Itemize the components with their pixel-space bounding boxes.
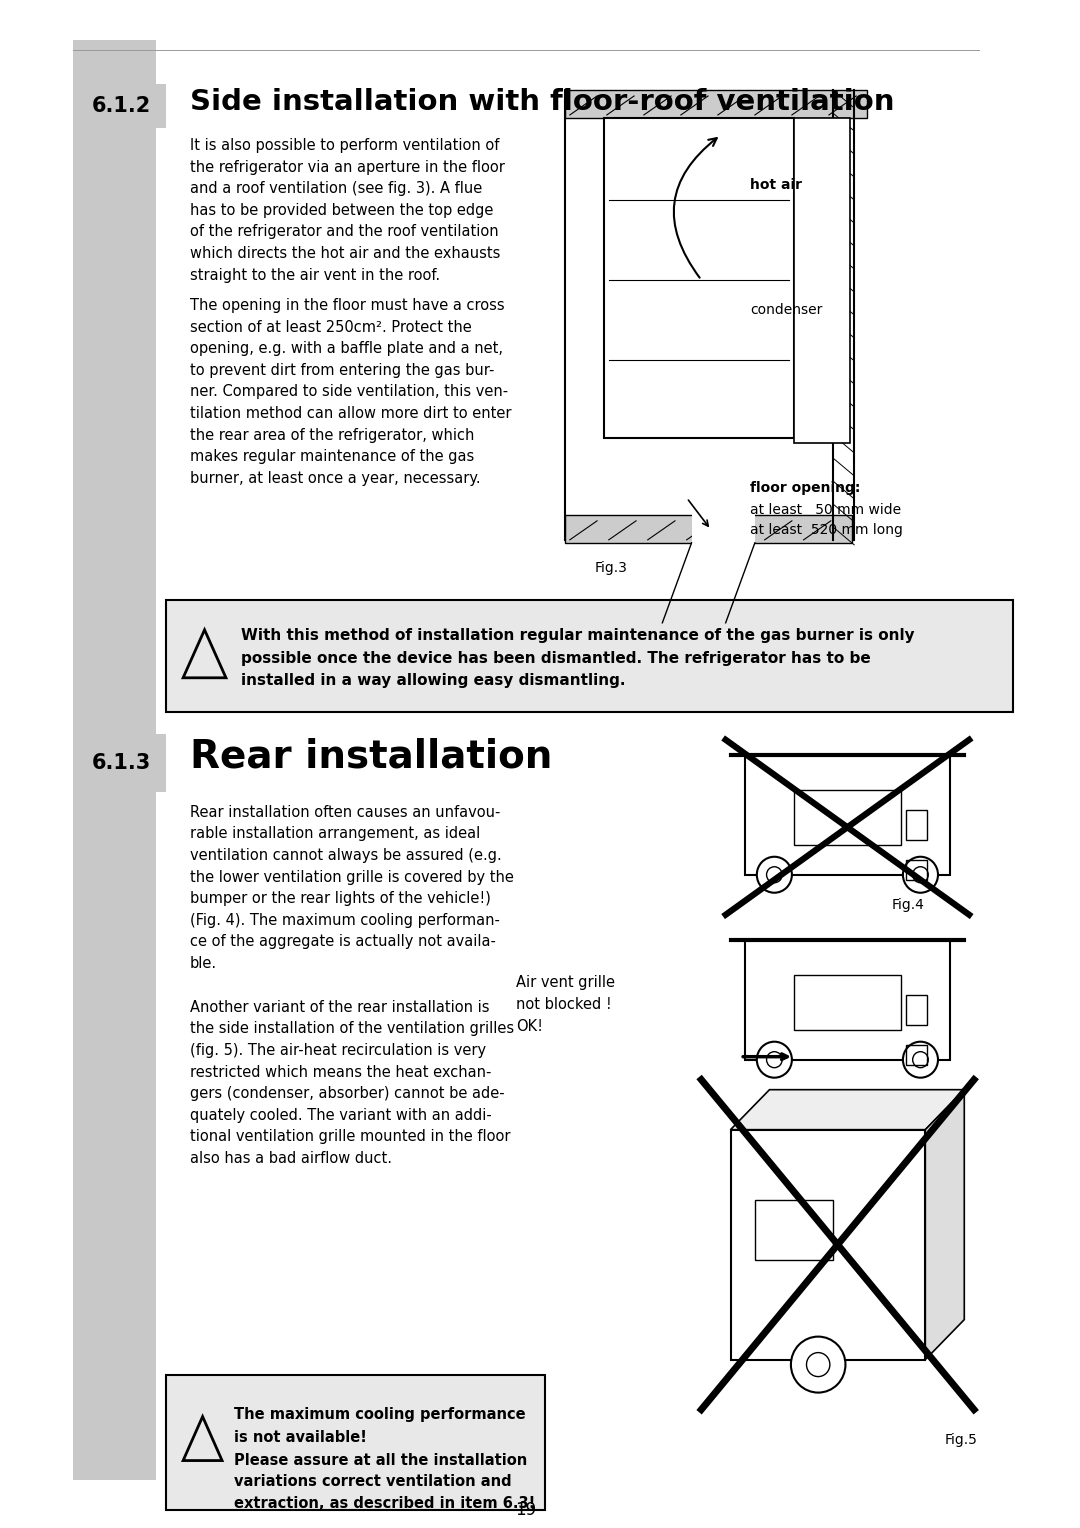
Text: Side installation with floor-roof ventilation: Side installation with floor-roof ventil… [190, 89, 894, 116]
Text: 6.1.3: 6.1.3 [92, 753, 151, 773]
FancyArrowPatch shape [674, 138, 717, 278]
Bar [565, 90, 867, 118]
Bar [794, 975, 901, 1030]
Text: Rear installation often causes an unfavou-
rable installation arrangement, as id: Rear installation often causes an unfavo… [190, 805, 514, 970]
Text: Another variant of the rear installation is
the side installation of the ventila: Another variant of the rear installation… [190, 999, 514, 1166]
Bar [906, 1045, 928, 1065]
Text: 19: 19 [515, 1500, 537, 1519]
Text: Fig.5: Fig.5 [945, 1433, 977, 1447]
Text: condenser: condenser [750, 303, 822, 316]
Text: With this method of installation regular maintenance of the gas burner is only
p: With this method of installation regular… [241, 628, 914, 689]
Text: hot air: hot air [750, 177, 802, 193]
Text: OK!: OK! [516, 1019, 543, 1034]
Bar [165, 1375, 545, 1510]
Bar [906, 860, 928, 880]
Text: at least   50 mm wide: at least 50 mm wide [750, 503, 901, 516]
Circle shape [757, 857, 792, 892]
Circle shape [757, 1042, 792, 1077]
Bar [906, 995, 928, 1025]
Bar [906, 810, 928, 840]
Text: 6.1.2: 6.1.2 [92, 96, 151, 116]
Bar [78, 733, 165, 792]
Bar [691, 513, 755, 545]
Text: Please assure at all the installation
variations correct ventilation and
extract: Please assure at all the installation va… [233, 1453, 535, 1511]
Bar [730, 1129, 926, 1360]
Bar [73, 40, 156, 1479]
Bar [794, 790, 901, 845]
Circle shape [903, 857, 939, 892]
Polygon shape [730, 1089, 964, 1129]
Text: It is also possible to perform ventilation of
the refrigerator via an aperture i: It is also possible to perform ventilati… [190, 138, 504, 283]
Circle shape [791, 1337, 846, 1392]
Bar [745, 755, 949, 874]
Polygon shape [926, 1089, 964, 1360]
Text: not blocked !: not blocked ! [516, 996, 612, 1012]
Text: Rear installation: Rear installation [190, 738, 552, 776]
Bar [604, 118, 794, 439]
Text: is not available!: is not available! [233, 1430, 366, 1444]
Text: at least  520 mm long: at least 520 mm long [750, 523, 903, 536]
Bar [565, 515, 852, 542]
Circle shape [903, 1042, 939, 1077]
Bar [165, 601, 1013, 712]
Bar [78, 84, 165, 128]
Text: The maximum cooling performance: The maximum cooling performance [233, 1407, 525, 1421]
Bar [745, 940, 949, 1060]
Text: floor opening:: floor opening: [750, 481, 861, 495]
Text: The opening in the floor must have a cross
section of at least 250cm². Protect t: The opening in the floor must have a cro… [190, 298, 512, 486]
Text: Fig.4: Fig.4 [891, 898, 924, 912]
Bar [755, 1199, 833, 1259]
Bar [794, 118, 850, 443]
Text: Fig.3: Fig.3 [594, 561, 627, 575]
Text: Air vent grille: Air vent grille [516, 975, 616, 990]
